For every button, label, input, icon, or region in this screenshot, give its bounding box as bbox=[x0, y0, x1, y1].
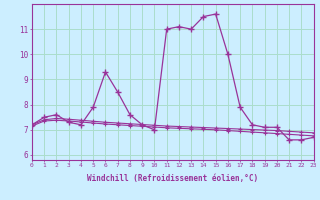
X-axis label: Windchill (Refroidissement éolien,°C): Windchill (Refroidissement éolien,°C) bbox=[87, 174, 258, 183]
